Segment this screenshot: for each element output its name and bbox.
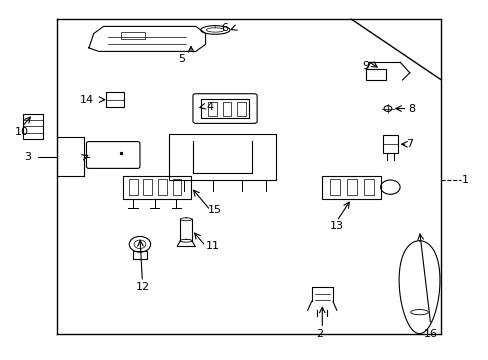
Text: 13: 13 <box>329 221 343 231</box>
Text: 8: 8 <box>408 104 415 113</box>
Text: 1: 1 <box>461 175 468 185</box>
Text: 14: 14 <box>79 95 93 105</box>
Bar <box>366 69 385 80</box>
Bar <box>158 179 166 195</box>
Text: 15: 15 <box>208 205 222 215</box>
Bar <box>106 93 124 107</box>
Bar <box>122 176 191 199</box>
Text: 9: 9 <box>362 61 369 71</box>
Bar <box>322 176 380 199</box>
Bar <box>237 102 245 116</box>
Bar <box>222 102 231 116</box>
Bar <box>346 179 357 195</box>
Text: 16: 16 <box>423 329 437 339</box>
Text: 10: 10 <box>15 127 29 137</box>
Bar <box>329 179 340 195</box>
Bar <box>382 135 397 153</box>
Text: 7: 7 <box>406 139 412 149</box>
Text: 12: 12 <box>135 282 149 292</box>
Text: 4: 4 <box>206 102 214 112</box>
Text: 6: 6 <box>221 23 228 33</box>
Text: 11: 11 <box>205 241 220 251</box>
Bar <box>207 102 216 116</box>
Bar <box>363 179 373 195</box>
Text: 2: 2 <box>316 329 323 339</box>
Bar <box>201 99 249 118</box>
Bar <box>128 179 137 195</box>
Bar <box>132 251 147 259</box>
Bar <box>120 32 144 39</box>
Bar <box>143 179 152 195</box>
Text: 5: 5 <box>178 54 184 64</box>
Bar <box>169 134 276 180</box>
Bar <box>172 179 181 195</box>
Text: 3: 3 <box>24 152 32 162</box>
